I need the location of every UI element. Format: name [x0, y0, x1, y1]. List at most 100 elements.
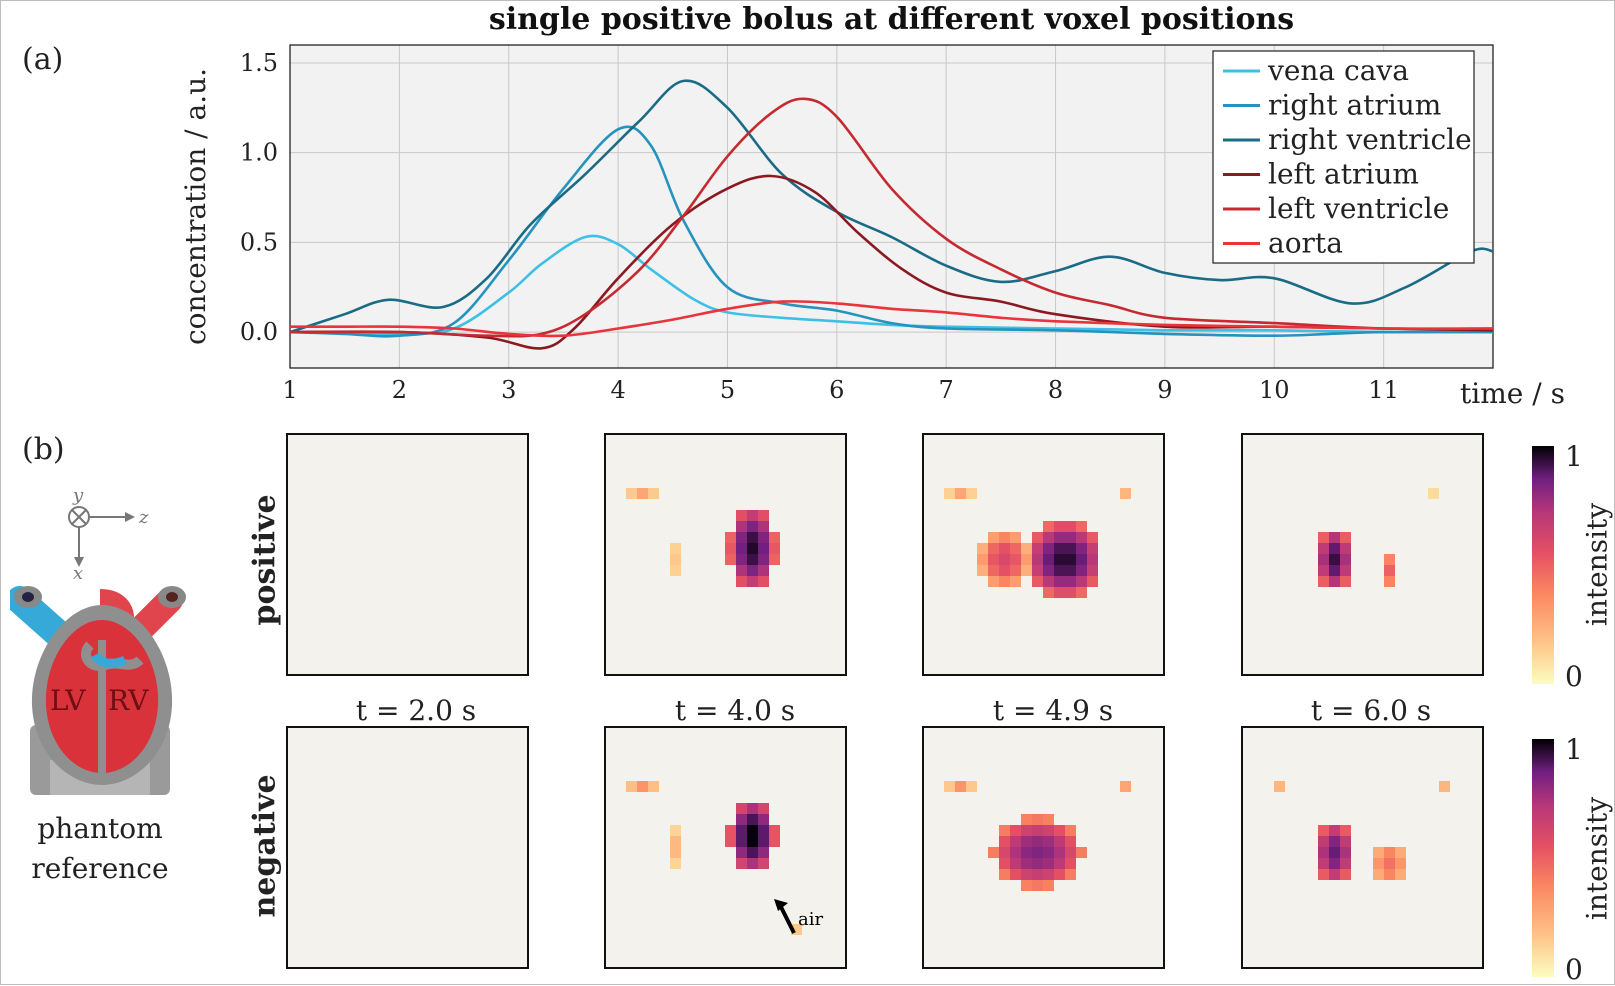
heatmap-cell: [758, 565, 769, 576]
colorbar-neg-min: 0: [1565, 953, 1583, 986]
heatmap-cell: [626, 488, 637, 499]
time-label-4: t = 6.0 s: [1310, 694, 1432, 727]
heatmap-cell: [1010, 532, 1021, 543]
heatmap-cell: [758, 814, 769, 825]
heatmap-cell: [747, 836, 758, 847]
heatmap-cell: [1021, 858, 1032, 869]
heatmap-cell: [1329, 836, 1340, 847]
axis-x-letter: x: [73, 563, 83, 580]
x-tick-label: 9: [1157, 376, 1172, 404]
heatmap-cells: [1274, 781, 1450, 880]
heatmap-cell: [1043, 814, 1054, 825]
heatmap-cell: [1340, 847, 1351, 858]
heatmap-cell: [1021, 565, 1032, 576]
heatmap-cell: [758, 576, 769, 587]
heatmap-cell: [670, 847, 681, 858]
heatmap-cell: [1010, 543, 1021, 554]
heatmap-cell: [1021, 814, 1032, 825]
heatmap-cell: [1054, 836, 1065, 847]
heatmap-cell: [758, 543, 769, 554]
heatmap-cell: [1318, 858, 1329, 869]
chart-title: single positive bolus at different voxel…: [489, 2, 1294, 37]
heatmap-cell: [736, 565, 747, 576]
colorbar-pos-min: 0: [1565, 660, 1583, 693]
heatmap-cell: [1032, 880, 1043, 891]
row-label-negative: negative: [247, 774, 283, 918]
heatmap-cell: [747, 825, 758, 836]
heatmap-cell: [758, 521, 769, 532]
heatmap-cell: [1318, 543, 1329, 554]
heatmap-cell: [1087, 576, 1098, 587]
y-tick-label: 0.0: [240, 318, 278, 346]
heatmap-cell: [747, 565, 758, 576]
axis-z-letter: z: [138, 507, 149, 528]
time-label-1: t = 2.0 s: [355, 694, 477, 727]
heatmap-cell: [1043, 880, 1054, 891]
row-label-positive: positive: [247, 494, 283, 626]
y-axis-label: concentration / a.u.: [179, 68, 212, 345]
heatmap-cell: [1384, 858, 1395, 869]
heatmap-cell: [999, 543, 1010, 554]
heatmap-cell: [1054, 543, 1065, 554]
heatmap-cell: [1318, 836, 1329, 847]
heatmap-cell: [1384, 847, 1395, 858]
heatmap-cell: [999, 576, 1010, 587]
heatmap-cell: [769, 836, 780, 847]
heatmap-cell: [1120, 781, 1131, 792]
colorbar-neg-max: 1: [1565, 733, 1583, 766]
heatmap-cell: [1065, 847, 1076, 858]
heatmap-cell: [791, 924, 802, 935]
heatmap-cell: [1340, 543, 1351, 554]
heatmap-cells: [1318, 488, 1439, 587]
colorbar-negative: [1532, 739, 1554, 977]
heatmap-cell: [1032, 576, 1043, 587]
phantom-lv-label: LV: [50, 684, 86, 717]
heatmap-cell: [1318, 554, 1329, 565]
heatmap-cell: [1065, 521, 1076, 532]
heatmap-panel: [1241, 433, 1484, 676]
colorbar-positive: [1532, 446, 1554, 684]
heatmap-cell: [1032, 554, 1043, 565]
heatmap-cell: [1010, 836, 1021, 847]
x-tick-label: 8: [1048, 376, 1063, 404]
heatmap-cell: [1087, 565, 1098, 576]
heatmap-cells: [944, 488, 1131, 598]
heatmap-cell: [966, 488, 977, 499]
heatmap-cell: [1010, 869, 1021, 880]
heatmap-cell: [1043, 576, 1054, 587]
heatmap-cell: [966, 781, 977, 792]
heatmap-cell: [1384, 565, 1395, 576]
heatmap-cell: [1318, 576, 1329, 587]
heatmap-cell: [1032, 565, 1043, 576]
heatmap-cell: [725, 532, 736, 543]
heatmap-cell: [1010, 576, 1021, 587]
heatmap-cell: [1054, 847, 1065, 858]
heatmap-cell: [637, 488, 648, 499]
heatmap-cell: [999, 825, 1010, 836]
heatmap-cell: [1021, 836, 1032, 847]
heatmap-panel: [922, 726, 1165, 969]
heatmap-cell: [1318, 825, 1329, 836]
heatmap-cell: [1065, 543, 1076, 554]
heatmap-cells: [944, 781, 1131, 891]
heart-phantom-icon: LV RV: [10, 586, 186, 795]
heatmap-cell: [1032, 814, 1043, 825]
heatmap-cell: [736, 803, 747, 814]
heatmap-cell: [1076, 521, 1087, 532]
heatmap-cell: [999, 554, 1010, 565]
heatmap-cell: [1340, 576, 1351, 587]
heatmap-cell: [1043, 521, 1054, 532]
heatmap-cell: [977, 543, 988, 554]
concentration-chart: 1 2 3 4 5 6 7 8 9 10 110.00.51.01.5 vena cavaright …: [179, 2, 1565, 410]
heatmap-cell: [769, 543, 780, 554]
heatmap-cell: [747, 521, 758, 532]
heatmap-cell: [1087, 532, 1098, 543]
heatmap-cell: [747, 543, 758, 554]
x-axis-label: time / s: [1460, 377, 1565, 410]
legend-label: left atrium: [1268, 158, 1419, 191]
heatmap-cell: [1439, 781, 1450, 792]
colorbar-pos-max: 1: [1565, 440, 1583, 473]
heatmap-cell: [725, 825, 736, 836]
heatmap-cell: [1010, 554, 1021, 565]
heatmap-cell: [1043, 836, 1054, 847]
